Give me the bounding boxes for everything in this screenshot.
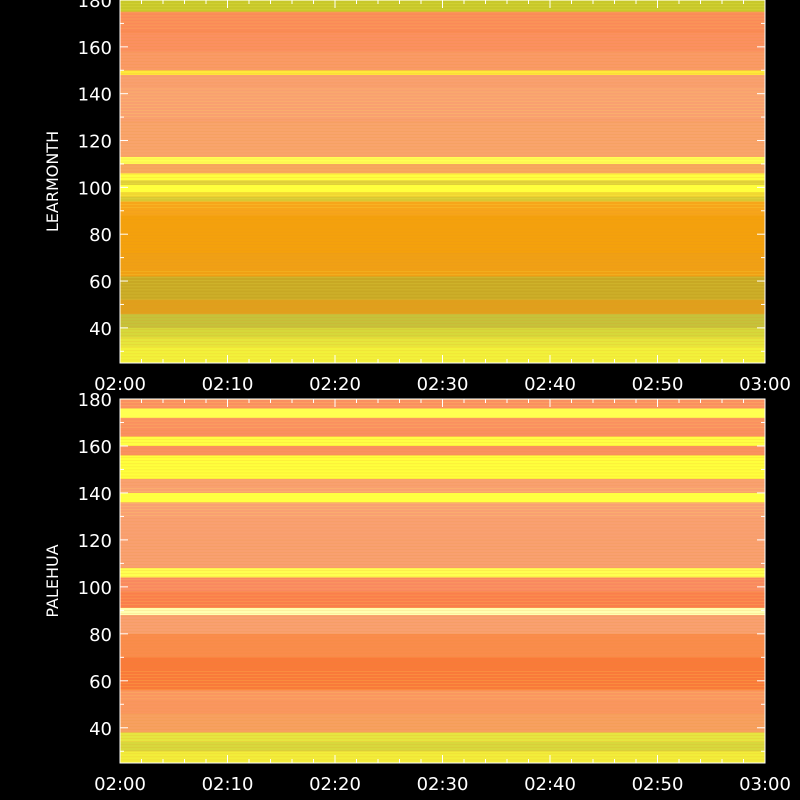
frequency-band [120,180,765,186]
frequency-band [120,591,765,609]
frequency-band [120,173,765,181]
frequency-band [120,455,765,479]
frequency-band [120,492,765,503]
x-tick-label: 02:40 [524,774,576,795]
x-tick-label: 02:00 [94,774,146,795]
y-tick-label: 140 [78,484,112,505]
frequency-band [120,408,765,418]
panel-1: 40 60 80 100 120 140 160 180 02:00 02:10 02:20 02:3… [43,0,791,395]
frequency-band [120,252,765,277]
frequency-band [120,121,765,157]
y-tick-label: 40 [89,319,112,340]
y-tick-label: 60 [89,672,112,693]
frequency-band [120,657,765,691]
x-tick-label: 02:40 [524,374,576,395]
y-axis-label: LEARMONTH [43,131,62,232]
x-tick-label: 02:10 [202,774,254,795]
frequency-band [120,74,765,122]
frequency-band [120,156,765,164]
panel-2: 40 60 80 100 120 140 160 180 02:00 02:10 02:20 02:3… [43,390,791,795]
frequency-band [120,741,765,752]
y-tick-label: 120 [78,531,112,552]
frequency-band [120,608,765,616]
frequency-band [120,346,765,363]
frequency-band [120,70,765,75]
x-tick-label: 02:20 [309,374,361,395]
x-tick-label: 02:20 [309,774,361,795]
y-tick-label: 180 [78,390,112,411]
x-tick-label: 02:30 [417,774,469,795]
y-tick-label: 140 [78,85,112,106]
frequency-band [120,690,765,714]
x-tick-label: 02:50 [632,774,684,795]
frequency-band [120,568,765,578]
y-tick-label: 160 [78,38,112,59]
frequency-band [120,732,765,742]
frequency-band [120,539,765,569]
frequency-band [120,313,765,328]
y-tick-label: 40 [89,719,112,740]
x-tick-label: 02:10 [202,374,254,395]
y-tick-label: 60 [89,272,112,293]
frequency-band [120,276,765,300]
frequency-band [120,436,765,446]
frequency-band [120,478,765,493]
y-tick-label: 80 [89,625,112,646]
y-tick-label: 180 [78,0,112,12]
frequency-band [120,196,765,202]
x-tick-label: 02:30 [417,374,469,395]
y-tick-label: 160 [78,437,112,458]
x-tick-label: 02:50 [632,374,684,395]
frequency-band [120,201,765,216]
frequency-band [120,445,765,456]
x-tick-label: 03:00 [739,774,791,795]
frequency-band [120,51,765,71]
y-tick-label: 100 [78,178,112,199]
x-tick-label: 03:00 [739,374,791,395]
frequency-band [120,337,765,347]
frequency-band [120,192,765,197]
frequency-band [120,215,765,253]
y-axis-label: PALEHUA [43,544,62,617]
frequency-band [120,502,765,540]
frequency-band [120,713,765,733]
frequency-band [120,633,765,658]
frequency-band [120,615,765,634]
frequency-band [120,577,765,592]
frequency-band [120,327,765,338]
frequency-band [120,163,765,174]
y-tick-label: 80 [89,225,112,246]
frequency-band [120,417,765,437]
frequency-band [120,185,765,193]
frequency-band [120,11,765,33]
frequency-band [120,299,765,314]
y-tick-label: 100 [78,578,112,599]
frequency-band [120,32,765,52]
x-tick-label: 02:00 [94,374,146,395]
y-tick-label: 120 [78,132,112,153]
